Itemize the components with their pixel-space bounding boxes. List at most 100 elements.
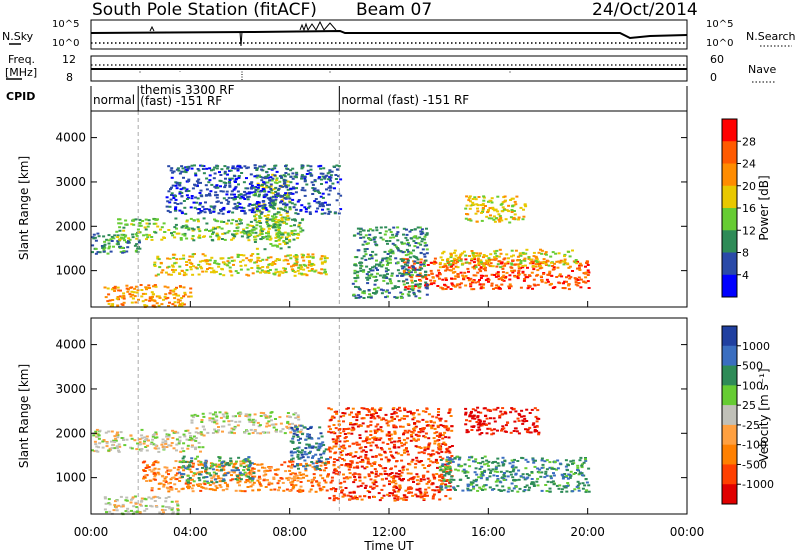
data-pixel bbox=[370, 297, 373, 299]
data-pixel bbox=[470, 220, 473, 222]
data-pixel bbox=[233, 175, 236, 177]
data-pixel bbox=[116, 447, 119, 449]
data-pixel bbox=[299, 227, 302, 229]
data-pixel bbox=[340, 464, 343, 466]
data-pixel bbox=[175, 224, 178, 226]
data-pixel bbox=[179, 258, 182, 260]
data-pixel bbox=[511, 250, 514, 252]
data-pixel bbox=[273, 273, 276, 275]
data-pixel bbox=[525, 459, 528, 461]
data-pixel bbox=[200, 195, 203, 197]
data-pixel bbox=[530, 471, 533, 473]
data-pixel bbox=[213, 429, 216, 431]
data-pixel bbox=[230, 463, 233, 465]
data-pixel bbox=[342, 430, 345, 432]
data-pixel bbox=[442, 434, 445, 436]
data-pixel bbox=[294, 220, 297, 222]
data-pixel bbox=[467, 485, 470, 487]
data-pixel bbox=[126, 291, 129, 293]
data-pixel bbox=[259, 222, 262, 224]
data-pixel bbox=[527, 489, 530, 491]
data-pixel bbox=[252, 432, 255, 434]
data-pixel bbox=[533, 284, 536, 286]
data-pixel bbox=[571, 463, 574, 465]
data-pixel bbox=[465, 475, 468, 477]
data-pixel bbox=[444, 425, 447, 427]
data-pixel bbox=[153, 223, 156, 225]
data-pixel bbox=[167, 190, 170, 192]
data-pixel bbox=[310, 263, 313, 265]
data-pixel bbox=[200, 267, 203, 269]
data-pixel bbox=[556, 267, 559, 269]
data-pixel bbox=[154, 219, 157, 221]
data-pixel bbox=[400, 498, 403, 500]
data-pixel bbox=[319, 258, 322, 260]
data-pixel bbox=[254, 239, 257, 241]
data-pixel bbox=[287, 412, 290, 414]
data-pixel bbox=[288, 246, 291, 248]
data-pixel bbox=[434, 428, 437, 430]
data-pixel bbox=[567, 284, 570, 286]
data-pixel bbox=[359, 495, 362, 497]
data-pixel bbox=[152, 462, 155, 464]
data-pixel bbox=[405, 229, 408, 231]
data-pixel bbox=[536, 478, 539, 480]
data-pixel bbox=[450, 425, 453, 427]
data-pixel bbox=[146, 464, 149, 466]
data-pixel bbox=[355, 419, 358, 421]
data-pixel bbox=[397, 269, 400, 271]
data-pixel bbox=[541, 467, 544, 469]
data-pixel bbox=[171, 265, 174, 267]
data-pixel bbox=[582, 482, 585, 484]
data-pixel bbox=[375, 456, 378, 458]
data-pixel bbox=[176, 203, 179, 205]
data-pixel bbox=[271, 215, 274, 217]
data-pixel bbox=[277, 236, 280, 238]
data-pixel bbox=[411, 478, 414, 480]
data-pixel bbox=[489, 207, 492, 209]
data-pixel bbox=[566, 482, 569, 484]
data-pixel bbox=[400, 297, 403, 299]
data-pixel bbox=[193, 219, 196, 221]
data-pixel bbox=[254, 164, 257, 166]
data-pixel bbox=[258, 215, 261, 217]
data-pixel bbox=[308, 452, 311, 454]
data-pixel bbox=[191, 415, 194, 417]
data-pixel bbox=[534, 460, 537, 462]
data-pixel bbox=[355, 442, 358, 444]
data-pixel bbox=[364, 446, 367, 448]
data-pixel bbox=[531, 272, 534, 274]
data-pixel bbox=[425, 234, 428, 236]
data-pixel bbox=[178, 480, 181, 482]
data-pixel bbox=[296, 434, 299, 436]
data-pixel bbox=[520, 260, 523, 262]
data-pixel bbox=[267, 420, 270, 422]
data-pixel bbox=[507, 475, 510, 477]
data-pixel bbox=[187, 475, 190, 477]
data-pixel bbox=[183, 456, 186, 458]
data-pixel bbox=[130, 435, 133, 437]
data-pixel bbox=[338, 448, 341, 450]
data-pixel bbox=[484, 488, 487, 490]
data-pixel bbox=[560, 491, 563, 493]
colorbar-label: Power [dB] bbox=[757, 175, 771, 240]
data-pixel bbox=[364, 454, 367, 456]
data-pixel bbox=[242, 254, 245, 256]
data-pixel bbox=[269, 188, 272, 190]
data-pixel bbox=[138, 248, 141, 250]
data-pixel bbox=[290, 455, 293, 457]
data-pixel bbox=[195, 267, 198, 269]
data-pixel bbox=[240, 193, 243, 195]
data-pixel bbox=[437, 414, 440, 416]
data-pixel bbox=[352, 408, 355, 410]
data-pixel bbox=[191, 422, 194, 424]
data-pixel bbox=[299, 231, 302, 233]
data-pixel bbox=[446, 448, 449, 450]
data-pixel bbox=[92, 434, 95, 436]
data-pixel bbox=[368, 442, 371, 444]
data-pixel bbox=[514, 276, 517, 278]
data-pixel bbox=[107, 239, 110, 241]
data-pixel bbox=[327, 172, 330, 174]
data-pixel bbox=[417, 259, 420, 261]
data-pixel bbox=[108, 246, 111, 248]
